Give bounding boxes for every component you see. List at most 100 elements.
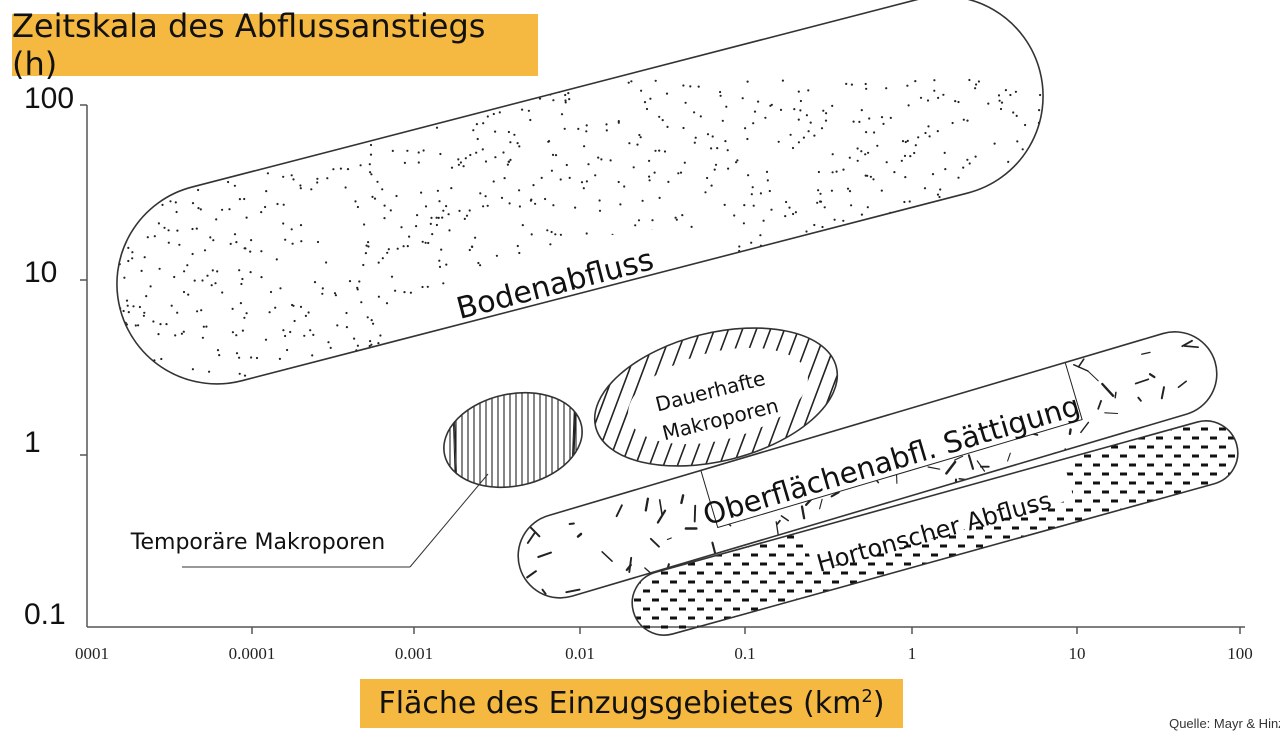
scatter-stroke [1013, 565, 1015, 571]
stipple-dot [654, 335, 656, 337]
stipple-dot [858, 338, 860, 340]
stipple-dot [920, 227, 922, 229]
stipple-dot [326, 177, 328, 179]
scatter-stroke [585, 472, 593, 474]
stipple-dot [984, 302, 986, 304]
stipple-dot [823, 365, 825, 367]
stipple-dot [394, 290, 396, 292]
stipple-dot [651, 219, 653, 221]
stipple-dot [812, 407, 814, 409]
stipple-dot [659, 197, 661, 199]
stipple-dot [723, 308, 725, 310]
stipple-dot [182, 125, 184, 127]
stipple-dot [362, 446, 364, 448]
stipple-dot [549, 337, 551, 339]
stipple-dot [707, 133, 709, 135]
stipple-dot [581, 181, 583, 183]
stipple-dot [683, 331, 685, 333]
stipple-dot [472, 129, 474, 131]
stipple-dot [711, 185, 713, 187]
stipple-dot [213, 100, 215, 102]
stipple-dot [875, 248, 877, 250]
stipple-dot [295, 86, 297, 88]
stipple-dot [374, 198, 376, 200]
scatter-stroke [777, 521, 780, 524]
scatter-stroke [1038, 555, 1041, 568]
scatter-stroke [695, 506, 696, 522]
stipple-dot [878, 269, 880, 271]
stipple-dot [257, 429, 259, 431]
stipple-dot [818, 243, 820, 245]
stipple-dot [322, 287, 324, 289]
scatter-stroke [1186, 521, 1188, 526]
stipple-dot [354, 200, 356, 202]
scatter-stroke [524, 378, 525, 383]
stipple-dot [999, 346, 1001, 348]
stipple-dot [204, 249, 206, 251]
stipple-dot [819, 193, 821, 195]
stipple-dot [147, 236, 149, 238]
scatter-stroke [1155, 513, 1164, 514]
scatter-stroke [939, 395, 943, 399]
stipple-dot [427, 286, 429, 288]
stipple-dot [957, 177, 959, 179]
stipple-dot [215, 110, 217, 112]
stipple-dot [960, 386, 962, 388]
stipple-dot [751, 193, 753, 195]
stipple-dot [448, 213, 450, 215]
stipple-dot [94, 322, 96, 324]
scatter-stroke [598, 474, 600, 486]
stipple-dot [276, 258, 278, 260]
stipple-dot [158, 415, 160, 417]
stipple-dot [910, 353, 912, 355]
stipple-dot [496, 255, 498, 257]
scatter-stroke [949, 576, 958, 585]
source-note: Quelle: Mayr & Hinz 200 [1169, 716, 1280, 731]
stipple-dot [435, 468, 437, 470]
stipple-dot [203, 326, 205, 328]
stipple-dot [240, 283, 242, 285]
stipple-dot [631, 351, 633, 353]
stipple-dot [644, 101, 646, 103]
scatter-stroke [1117, 584, 1121, 594]
stipple-dot [397, 248, 399, 250]
scatter-stroke [651, 539, 659, 547]
stipple-dot [725, 106, 727, 108]
stipple-dot [890, 250, 892, 252]
stipple-dot [740, 311, 742, 313]
stipple-dot [292, 178, 294, 180]
stipple-dot [305, 85, 307, 87]
stipple-dot [438, 260, 440, 262]
stipple-dot [433, 453, 435, 455]
stipple-dot [240, 302, 242, 304]
stipple-dot [407, 380, 409, 382]
stipple-dot [228, 208, 230, 210]
stipple-dot [282, 329, 284, 331]
stipple-dot [131, 251, 133, 253]
stipple-dot [646, 108, 648, 110]
scatter-stroke [781, 516, 788, 521]
stipple-dot [756, 294, 758, 296]
stipple-dot [152, 171, 154, 173]
stipple-dot [1043, 209, 1045, 211]
stipple-dot [735, 293, 737, 295]
stipple-dot [432, 403, 434, 405]
stipple-dot [509, 159, 511, 161]
stipple-dot [953, 353, 955, 355]
stipple-dot [817, 364, 819, 366]
scatter-stroke [1105, 413, 1118, 414]
stipple-dot [987, 238, 989, 240]
stipple-dot [175, 83, 177, 85]
scatter-stroke [1188, 553, 1189, 566]
stipple-dot [133, 346, 135, 348]
stipple-dot [287, 448, 289, 450]
stipple-dot [970, 454, 972, 456]
stipple-dot [442, 210, 444, 212]
stipple-dot [438, 217, 440, 219]
stipple-dot [793, 108, 795, 110]
stipple-dot [633, 368, 635, 370]
stipple-dot [816, 303, 818, 305]
stipple-dot [611, 388, 613, 390]
stipple-dot [1013, 195, 1015, 197]
stipple-dot [763, 220, 765, 222]
